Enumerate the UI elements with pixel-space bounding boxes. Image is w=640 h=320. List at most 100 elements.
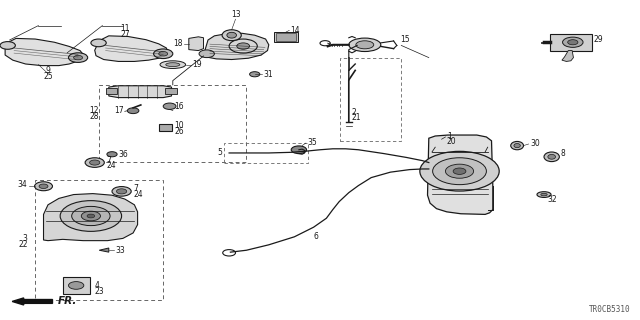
Polygon shape (109, 86, 172, 98)
Text: 32: 32 (547, 195, 557, 204)
Text: 7: 7 (133, 184, 138, 193)
Circle shape (81, 211, 100, 221)
Text: 12: 12 (90, 106, 99, 115)
Text: FR.: FR. (58, 296, 77, 307)
Text: 20: 20 (447, 137, 456, 146)
Circle shape (199, 50, 214, 58)
Text: 8: 8 (561, 149, 565, 158)
Ellipse shape (166, 63, 180, 67)
Circle shape (154, 49, 173, 59)
Text: 28: 28 (90, 112, 99, 121)
Polygon shape (99, 248, 109, 252)
Circle shape (0, 42, 15, 49)
Text: 7: 7 (106, 156, 111, 164)
Text: 10: 10 (174, 121, 184, 130)
Text: 14: 14 (291, 26, 300, 35)
Circle shape (74, 55, 83, 60)
Circle shape (39, 184, 48, 188)
Text: 2: 2 (352, 108, 356, 116)
Bar (274, 32, 298, 42)
Circle shape (68, 53, 88, 62)
Circle shape (91, 39, 106, 47)
Bar (106, 88, 117, 94)
Text: 18: 18 (173, 39, 183, 48)
Text: 4: 4 (95, 281, 100, 290)
Polygon shape (204, 33, 269, 60)
Text: 31: 31 (264, 70, 273, 79)
Circle shape (563, 37, 583, 47)
Bar (35, 180, 163, 300)
Bar (224, 143, 308, 163)
Circle shape (35, 182, 52, 191)
Ellipse shape (511, 141, 524, 150)
Polygon shape (428, 135, 493, 214)
Circle shape (72, 206, 110, 226)
Text: 6: 6 (314, 232, 319, 241)
Text: 15: 15 (400, 35, 410, 44)
Text: 36: 36 (118, 150, 128, 159)
Text: 24: 24 (106, 161, 116, 170)
Text: 27: 27 (120, 30, 131, 39)
Polygon shape (562, 51, 573, 61)
Ellipse shape (349, 38, 381, 52)
Text: 30: 30 (530, 139, 540, 148)
Circle shape (568, 40, 578, 45)
Text: 5: 5 (217, 148, 222, 157)
Text: 24: 24 (133, 190, 143, 199)
Ellipse shape (548, 155, 556, 159)
Ellipse shape (541, 193, 547, 196)
Circle shape (68, 282, 84, 289)
Polygon shape (189, 37, 204, 51)
Circle shape (127, 108, 139, 114)
Ellipse shape (356, 41, 374, 49)
Text: 3: 3 (22, 234, 28, 243)
Circle shape (163, 103, 176, 109)
Polygon shape (95, 36, 168, 61)
Text: TR0CB5310: TR0CB5310 (589, 305, 630, 314)
Text: 35: 35 (307, 138, 317, 147)
Ellipse shape (537, 192, 551, 197)
Circle shape (433, 158, 486, 185)
Ellipse shape (160, 61, 186, 68)
FancyArrow shape (12, 298, 52, 305)
Text: 33: 33 (115, 246, 125, 255)
Circle shape (90, 160, 100, 165)
Ellipse shape (544, 152, 559, 162)
Text: 16: 16 (174, 102, 184, 111)
Circle shape (60, 201, 122, 231)
Text: 1: 1 (447, 132, 451, 140)
Text: 17: 17 (114, 106, 124, 115)
Ellipse shape (222, 30, 241, 41)
Text: 19: 19 (192, 60, 202, 69)
Circle shape (420, 151, 499, 191)
Circle shape (112, 187, 131, 196)
Text: 13: 13 (230, 10, 241, 19)
Circle shape (291, 146, 307, 154)
Bar (159, 124, 172, 131)
Text: 34: 34 (18, 180, 28, 189)
Circle shape (250, 72, 260, 77)
Text: 25: 25 (43, 72, 53, 81)
Circle shape (87, 214, 95, 218)
Bar (340, 58, 401, 141)
Polygon shape (44, 194, 138, 241)
Bar (63, 277, 90, 294)
Text: 29: 29 (594, 35, 604, 44)
Bar (276, 33, 296, 41)
Polygon shape (5, 38, 83, 66)
Ellipse shape (227, 32, 237, 38)
Bar (550, 34, 592, 51)
Text: 11: 11 (121, 24, 130, 33)
Text: 9: 9 (45, 66, 51, 75)
Bar (99, 85, 246, 162)
Circle shape (237, 43, 250, 49)
Text: 23: 23 (95, 287, 104, 296)
Circle shape (116, 189, 127, 194)
Circle shape (445, 164, 474, 178)
Text: 21: 21 (352, 113, 362, 122)
Ellipse shape (514, 143, 520, 148)
Circle shape (85, 158, 104, 167)
Circle shape (453, 168, 466, 174)
Circle shape (107, 152, 117, 157)
Circle shape (159, 52, 168, 56)
